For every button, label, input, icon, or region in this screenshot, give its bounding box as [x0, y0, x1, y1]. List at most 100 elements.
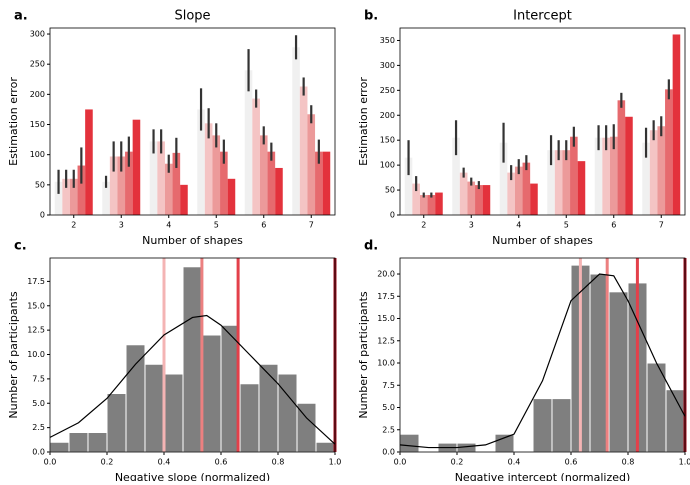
histogram-bar — [87, 432, 108, 453]
density-curve — [49, 314, 336, 445]
bar — [109, 156, 118, 215]
x-tick-label: 6 — [261, 221, 266, 230]
y-tick-label: 12.5 — [27, 326, 45, 335]
y-tick-label: 250 — [30, 60, 45, 69]
y-tick-label: 100 — [30, 150, 45, 159]
bar — [292, 47, 300, 216]
bar — [157, 141, 165, 215]
y-axis-label: Number of participants — [7, 291, 20, 419]
y-tick-label: 7.5 — [382, 381, 395, 390]
x-tick-label: 6 — [611, 221, 616, 230]
x-tick-label: 0.4 — [158, 458, 171, 467]
bar — [452, 137, 460, 215]
bar — [475, 185, 483, 215]
bar — [570, 136, 578, 215]
bar — [609, 136, 618, 215]
y-tick-label: 0.0 — [32, 448, 45, 457]
panel-label: d. — [364, 239, 378, 254]
bar — [69, 178, 78, 215]
bar — [267, 151, 276, 215]
x-tick-label: 0.4 — [508, 458, 521, 467]
y-tick-label: 20.0 — [377, 270, 395, 279]
panel-label: b. — [364, 9, 378, 24]
panel-label: a. — [14, 9, 28, 24]
bar — [419, 195, 428, 215]
x-tick-label: 7 — [659, 221, 664, 230]
bar — [117, 156, 126, 215]
bar — [625, 116, 633, 215]
bar — [594, 137, 603, 215]
x-tick-label: 1.0 — [329, 458, 342, 467]
x-tick-label: 0.6 — [565, 458, 578, 467]
x-tick-label: 3 — [469, 221, 474, 230]
bar — [307, 114, 316, 215]
bar — [499, 142, 508, 215]
histogram-bar — [399, 433, 420, 453]
bar — [554, 150, 563, 215]
y-tick-label: 12.5 — [377, 336, 395, 345]
chart-title: Intercept — [513, 9, 572, 24]
x-tick-label: 5 — [214, 221, 219, 230]
bar — [125, 151, 133, 215]
y-axis-label: Estimation error — [7, 77, 20, 166]
y-tick-label: 2.5 — [382, 425, 395, 434]
bar — [642, 142, 650, 215]
bar — [54, 181, 63, 215]
bar — [244, 70, 253, 216]
y-tick-label: 250 — [380, 86, 395, 95]
chart-title: Slope — [174, 9, 210, 24]
x-tick-label: 0.8 — [622, 458, 635, 467]
y-tick-label: 100 — [380, 161, 395, 170]
bar — [204, 123, 213, 215]
histogram-bar — [163, 373, 184, 453]
histogram-bar — [68, 432, 89, 453]
histogram-bar — [551, 398, 572, 453]
bar — [85, 109, 93, 215]
x-axis-label: Number of shapes — [142, 234, 243, 247]
bar — [672, 34, 681, 215]
bar — [435, 192, 443, 215]
bar — [467, 181, 476, 215]
bar — [522, 162, 531, 215]
bar — [657, 126, 666, 215]
plot-frame — [399, 257, 686, 453]
panel-label: c. — [14, 239, 27, 254]
y-tick-label: 15.0 — [377, 314, 395, 323]
y-tick-label: 150 — [380, 136, 395, 145]
histogram-bar — [494, 433, 515, 453]
y-tick-label: 2.5 — [32, 423, 45, 432]
bar — [315, 151, 323, 215]
y-tick-label: 10.0 — [377, 359, 395, 368]
bar — [252, 98, 260, 215]
bar — [412, 183, 420, 215]
bar — [164, 163, 173, 215]
y-tick-label: 0 — [40, 211, 45, 220]
y-tick-label: 15.0 — [27, 301, 45, 310]
bar — [102, 181, 110, 215]
y-tick-label: 200 — [30, 90, 45, 99]
bar — [197, 109, 205, 215]
bar — [259, 135, 268, 215]
x-tick-label: 0.8 — [272, 458, 285, 467]
bar — [404, 157, 413, 215]
y-tick-label: 17.5 — [377, 292, 395, 301]
y-tick-label: 17.5 — [27, 277, 45, 286]
y-tick-label: 150 — [30, 120, 45, 129]
x-tick-label: 0.2 — [101, 458, 114, 467]
x-tick-label: 0.2 — [451, 458, 464, 467]
bar — [220, 151, 228, 215]
bar — [649, 130, 658, 215]
bar — [180, 184, 188, 215]
y-tick-label: 300 — [30, 30, 45, 39]
bar — [530, 183, 538, 215]
bar — [62, 178, 70, 215]
histogram-bar — [144, 363, 165, 453]
bar — [482, 185, 491, 215]
histogram-bar — [258, 363, 279, 453]
y-axis-label: Number of participants — [357, 291, 370, 419]
histogram-bar — [608, 291, 629, 453]
plot-frame — [49, 27, 336, 216]
y-tick-label: 200 — [380, 111, 395, 120]
x-tick-label: 3 — [119, 221, 124, 230]
